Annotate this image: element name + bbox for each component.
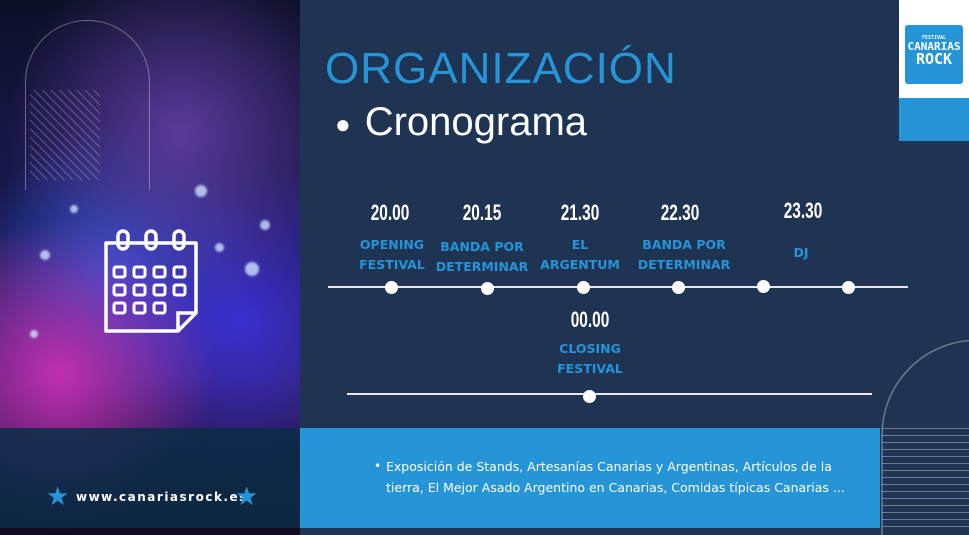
label-line: BANDA POR bbox=[642, 237, 726, 252]
website-link[interactable]: www.canariasrock.es bbox=[76, 490, 248, 504]
timeline-line bbox=[328, 286, 908, 288]
page-subtitle: ● Cronograma bbox=[335, 100, 588, 144]
label-line: FESTIVAL bbox=[557, 361, 623, 376]
label-line: EL bbox=[571, 237, 589, 252]
label-line: DETERMINAR bbox=[435, 259, 529, 274]
timeline-node bbox=[583, 390, 596, 403]
label-line: OPENING bbox=[359, 237, 425, 252]
timeline-node bbox=[481, 282, 494, 295]
label-line: FESTIVAL bbox=[359, 257, 425, 272]
logo-top: FESTIVAL bbox=[921, 35, 947, 41]
star-icon: ★ bbox=[46, 482, 70, 512]
timeline-node bbox=[757, 280, 770, 293]
timeline-label: DJ bbox=[746, 243, 856, 263]
timeline-node bbox=[842, 281, 855, 294]
timeline-label: BANDA POR DETERMINAR bbox=[629, 235, 739, 275]
timeline-node bbox=[672, 281, 685, 294]
timeline-time: 22.30 bbox=[660, 200, 700, 225]
footer-left-band bbox=[0, 428, 300, 528]
logo-line2: ROCK bbox=[915, 50, 953, 68]
info-bullet: Exposición de Stands, Artesanías Canaria… bbox=[374, 456, 856, 498]
timeline-node bbox=[385, 281, 398, 294]
page-title: ORGANIZACIÓN bbox=[325, 44, 677, 93]
decorative-hatch bbox=[30, 90, 100, 180]
decorative-arc bbox=[881, 340, 969, 535]
logo-line1: CANARIAS bbox=[907, 40, 961, 53]
timeline-time: 00.00 bbox=[570, 307, 610, 332]
timeline-time: 23.30 bbox=[783, 198, 823, 223]
timeline-label: BANDA POR DETERMINAR bbox=[427, 237, 537, 277]
label-line: BANDA POR bbox=[440, 239, 524, 254]
timeline-label: OPENING FESTIVAL bbox=[337, 235, 447, 275]
star-icon: ★ bbox=[235, 482, 259, 512]
timeline-label: EL ARGENTUM bbox=[525, 235, 635, 275]
label-line: CLOSING bbox=[559, 341, 621, 356]
subtitle-text: Cronograma bbox=[364, 100, 588, 144]
timeline-label: CLOSING FESTIVAL bbox=[535, 339, 645, 379]
calendar-icon bbox=[104, 229, 198, 333]
logo-accent-block bbox=[899, 98, 969, 141]
decorative-stripes bbox=[882, 428, 969, 528]
label-line: DETERMINAR bbox=[637, 257, 731, 272]
timeline-time: 21.30 bbox=[560, 200, 600, 225]
timeline-time: 20.00 bbox=[370, 200, 410, 225]
label-line: ARGENTUM bbox=[540, 257, 620, 272]
timeline-line bbox=[347, 393, 872, 395]
timeline-time: 20.15 bbox=[462, 200, 502, 225]
label-line: DJ bbox=[793, 245, 809, 260]
canarias-rock-logo: FESTIVAL CANARIAS ROCK bbox=[905, 25, 963, 84]
decorative-arch bbox=[25, 20, 150, 190]
timeline-node bbox=[577, 281, 590, 294]
